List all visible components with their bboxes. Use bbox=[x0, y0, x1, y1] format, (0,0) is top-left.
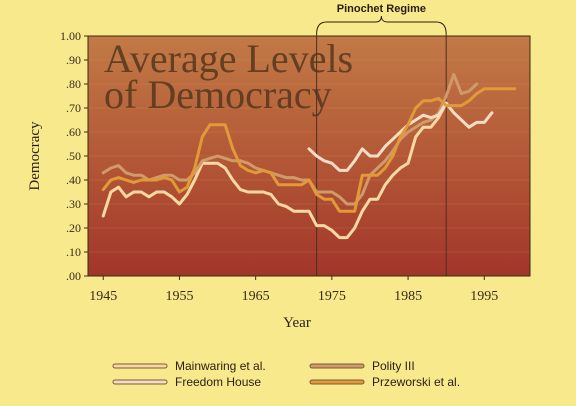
y-tick-label: .70 bbox=[66, 101, 81, 115]
chart-title: Average Levels of Democracy bbox=[104, 36, 353, 117]
y-tick-label: 1.00 bbox=[60, 29, 81, 43]
regime-brace bbox=[316, 15, 447, 35]
y-tick-label: .80 bbox=[66, 77, 81, 91]
legend-label: Polity III bbox=[372, 359, 415, 373]
y-tick-label: .00 bbox=[66, 269, 81, 283]
gridlines bbox=[88, 59, 530, 253]
x-tick-label: 1945 bbox=[89, 289, 117, 304]
legend-label: Mainwaring et al. bbox=[175, 359, 266, 373]
chart-title-line-1: Average Levels bbox=[104, 36, 353, 81]
y-axis-ticks: .00 .10 .20 .30 .40 .50 .60 .70 .80 .90 1.00 bbox=[60, 29, 88, 283]
x-tick-label: 1995 bbox=[470, 289, 498, 304]
plot-area bbox=[88, 36, 530, 276]
x-axis-title: Year bbox=[283, 315, 311, 331]
x-tick-label: 1985 bbox=[394, 289, 422, 304]
legend-label: Freedom House bbox=[175, 375, 261, 389]
y-axis-title: Democracy bbox=[27, 121, 43, 191]
y-tick-label: .30 bbox=[66, 197, 81, 211]
series-line-freedom-house bbox=[307, 101, 494, 172]
x-tick-label: 1955 bbox=[165, 289, 193, 304]
y-tick-label: .60 bbox=[66, 125, 81, 139]
x-axis-ticks: 1945 1955 1965 1975 1985 1995 bbox=[89, 276, 498, 304]
y-tick-label: .10 bbox=[66, 245, 81, 259]
y-tick-label: .40 bbox=[66, 173, 81, 187]
y-tick-label: .20 bbox=[66, 221, 81, 235]
y-tick-label: .90 bbox=[66, 53, 81, 67]
legend-label: Przeworski et al. bbox=[372, 375, 460, 389]
series-lines bbox=[101, 72, 517, 240]
series-line-przeworski-et-al bbox=[101, 87, 517, 213]
regime-label: Pinochet Regime bbox=[337, 3, 426, 15]
series-line-mainwaring-et-al bbox=[101, 101, 448, 240]
series-line-polity-iii bbox=[101, 72, 479, 206]
legend: Mainwaring et al. Polity III Freedom House… bbox=[112, 359, 460, 389]
chart-title-line-2: of Democracy bbox=[104, 72, 332, 117]
x-tick-label: 1965 bbox=[242, 289, 270, 304]
x-tick-label: 1975 bbox=[318, 289, 346, 304]
y-tick-label: .50 bbox=[66, 149, 81, 163]
